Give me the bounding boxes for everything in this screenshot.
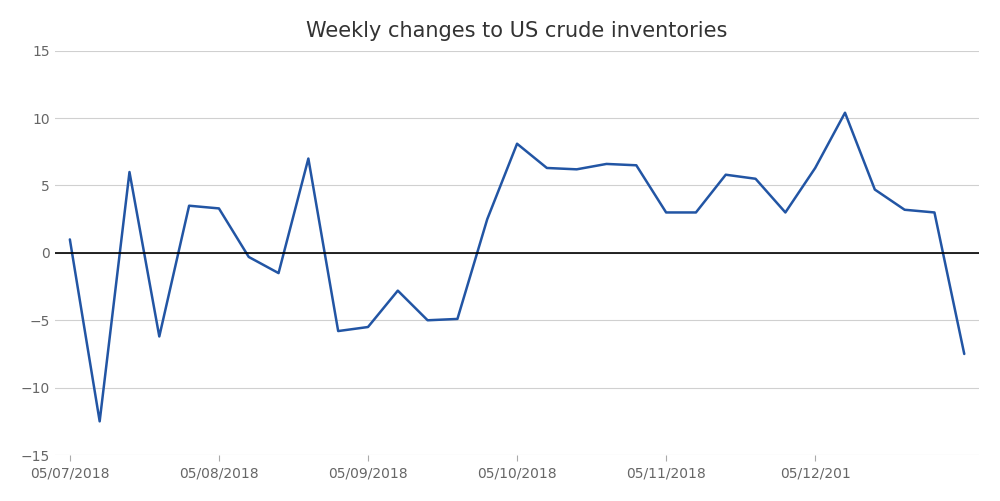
Title: Weekly changes to US crude inventories: Weekly changes to US crude inventories (306, 21, 728, 41)
